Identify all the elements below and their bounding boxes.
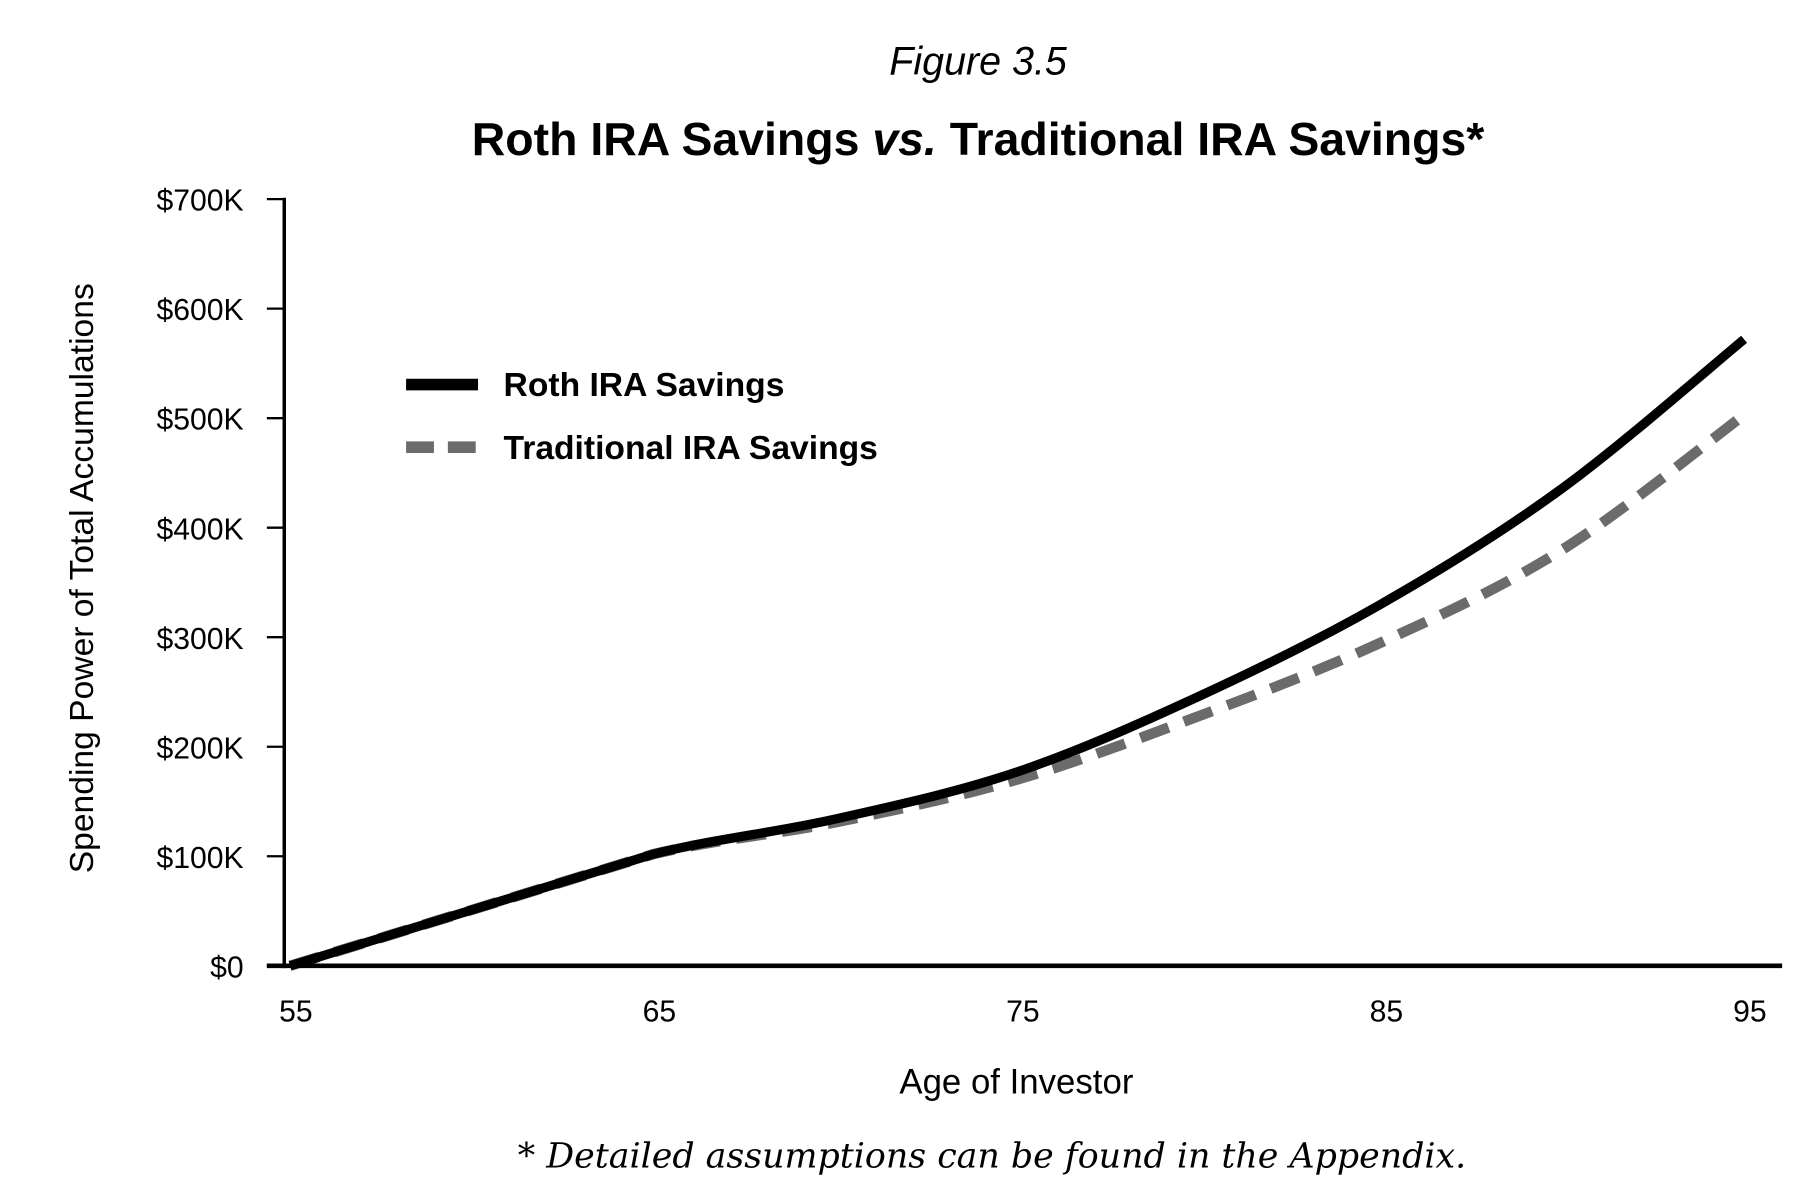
x-tick-label: 55 bbox=[279, 995, 313, 1028]
series-line-roth bbox=[288, 335, 1748, 971]
y-tick-label: $500K bbox=[156, 404, 243, 437]
title-part-1: Roth IRA Savings bbox=[472, 113, 873, 165]
x-tick-label: 75 bbox=[1006, 995, 1040, 1028]
y-tick-label: $300K bbox=[156, 623, 243, 656]
y-tick-label: $0 bbox=[210, 951, 244, 984]
chart-title: Roth IRA Savings vs. Traditional IRA Sav… bbox=[472, 113, 1486, 165]
footnote: * Detailed assumptions can be found in t… bbox=[518, 1137, 1466, 1177]
y-axis-label: Spending Power of Total Accumulations bbox=[64, 283, 101, 873]
series-line-traditional bbox=[288, 410, 1748, 971]
title-part-2: Traditional IRA Savings* bbox=[937, 113, 1485, 165]
y-tick-label: $200K bbox=[156, 732, 243, 765]
y-ticks: $0 $100K $200K $300K $400K $500K $600K $700K bbox=[156, 185, 285, 984]
x-axis-label: Age of Investor bbox=[899, 1062, 1133, 1101]
x-tick-label: 85 bbox=[1370, 995, 1404, 1028]
x-ticks: 55 65 75 85 95 bbox=[279, 995, 1767, 1028]
y-tick-label: $400K bbox=[156, 513, 243, 546]
legend: Roth IRA Savings Traditional IRA Savings bbox=[406, 367, 878, 467]
title-vs: vs. bbox=[872, 113, 937, 165]
legend-label-traditional: Traditional IRA Savings bbox=[504, 430, 878, 467]
y-tick-label: $600K bbox=[156, 294, 243, 327]
x-tick-label: 65 bbox=[643, 995, 677, 1028]
legend-label-roth: Roth IRA Savings bbox=[504, 367, 785, 404]
y-tick-label: $100K bbox=[156, 842, 243, 875]
x-tick-label: 95 bbox=[1733, 995, 1767, 1028]
figure-label: Figure 3.5 bbox=[889, 40, 1068, 84]
y-tick-label: $700K bbox=[156, 185, 243, 218]
series-group bbox=[288, 335, 1748, 971]
